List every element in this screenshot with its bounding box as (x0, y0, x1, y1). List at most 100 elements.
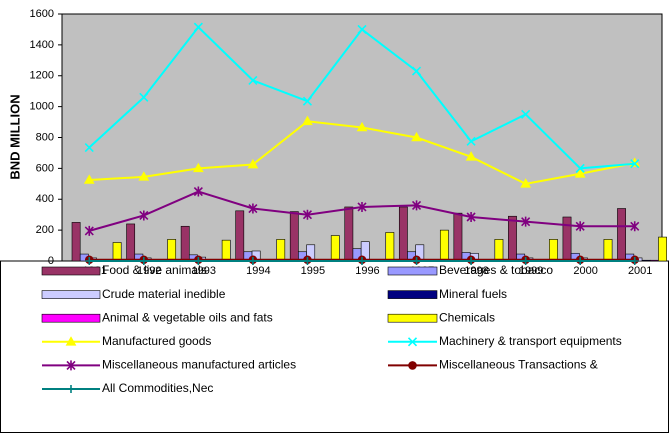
legend-swatch (387, 266, 438, 276)
marker (248, 257, 257, 265)
legend-label: Manufactured goods (102, 334, 211, 348)
marker (465, 151, 477, 161)
legend-box (0, 260, 669, 433)
marker (521, 109, 531, 119)
marker (574, 168, 586, 178)
marker (248, 203, 258, 214)
marker (302, 96, 313, 106)
bar (71, 222, 81, 262)
y-tick-label: 1400 (30, 39, 54, 51)
marker (411, 131, 422, 142)
legend-label: Mineral fuels (439, 287, 507, 301)
y-tick-label: 0 (48, 255, 54, 267)
marker (411, 66, 422, 76)
marker (630, 257, 639, 265)
y-tick-label: 1600 (30, 8, 54, 20)
marker (357, 201, 367, 212)
marker (194, 257, 203, 265)
marker (84, 225, 94, 236)
x-tick-label: 1993 (192, 265, 216, 277)
y-tick-label: 1200 (30, 70, 54, 82)
x-tick-label: 1999 (519, 265, 543, 277)
x-tick-label: 1994 (246, 265, 270, 277)
legend-swatch (387, 313, 438, 323)
bar (562, 216, 572, 262)
legend-marker (67, 385, 75, 393)
bar (603, 239, 613, 262)
marker (357, 24, 367, 35)
bar (126, 223, 136, 262)
legend-label: Beverages & tobacco (439, 263, 553, 277)
y-tick-label: 800 (36, 131, 54, 143)
x-tick-label: 2000 (573, 265, 597, 277)
marker (84, 142, 94, 153)
marker (192, 162, 204, 173)
bar (221, 239, 231, 262)
marker (411, 200, 422, 211)
y-tick-label: 400 (36, 193, 54, 205)
bar (494, 239, 504, 262)
marker (466, 212, 476, 223)
y-tick-label: 600 (36, 162, 54, 174)
bar (167, 239, 177, 262)
bar (649, 259, 659, 262)
marker (412, 257, 421, 265)
marker (630, 221, 640, 232)
bar (330, 235, 340, 262)
legend-label: Animal & vegetable oils and fats (102, 310, 273, 324)
marker (575, 221, 585, 232)
marker (576, 257, 585, 265)
bar (344, 206, 354, 262)
bar (641, 259, 651, 262)
marker (193, 22, 203, 32)
marker (302, 209, 313, 220)
bar (398, 206, 408, 262)
marker (303, 257, 312, 265)
bar (453, 212, 463, 262)
bar (658, 236, 667, 262)
bar (617, 208, 626, 262)
legend-label: All Commodities,Nec (102, 381, 213, 395)
bar (549, 239, 558, 262)
legend-label: Chemicals (439, 310, 495, 324)
marker (467, 257, 476, 265)
bar (235, 210, 245, 262)
bar (112, 242, 122, 262)
bar (289, 211, 299, 262)
y-tick-label: 1000 (30, 101, 54, 113)
x-tick-label: 1996 (355, 265, 379, 277)
legend-marker (66, 360, 76, 371)
legend-swatch (41, 266, 101, 276)
bar (180, 225, 190, 262)
marker (521, 257, 530, 265)
legend-marker (407, 337, 418, 347)
marker (356, 121, 368, 132)
marker (248, 75, 258, 85)
marker (630, 159, 640, 169)
legend-marker (408, 361, 417, 370)
marker (521, 216, 531, 227)
legend-swatch (41, 313, 101, 323)
legend-swatch (387, 290, 438, 299)
legend-label: Miscellaneous Transactions & (439, 358, 598, 372)
marker (85, 257, 94, 265)
marker (358, 257, 366, 265)
marker (138, 171, 150, 181)
bar (439, 229, 449, 262)
x-tick-label: 2001 (628, 265, 652, 277)
marker (83, 174, 95, 184)
marker (302, 115, 313, 126)
marker (139, 257, 148, 265)
x-tick-label: 1998 (464, 265, 488, 277)
marker (466, 136, 476, 146)
plot-area (61, 13, 663, 262)
bar (276, 239, 286, 262)
bar (508, 215, 517, 262)
legend-label: Machinery & transport equipments (439, 334, 622, 348)
y-tick-label: 200 (36, 224, 54, 236)
marker (247, 158, 259, 169)
marker (575, 163, 585, 173)
y-axis-label: BND MILLION (7, 94, 22, 179)
x-tick-label: 1992 (137, 265, 161, 277)
